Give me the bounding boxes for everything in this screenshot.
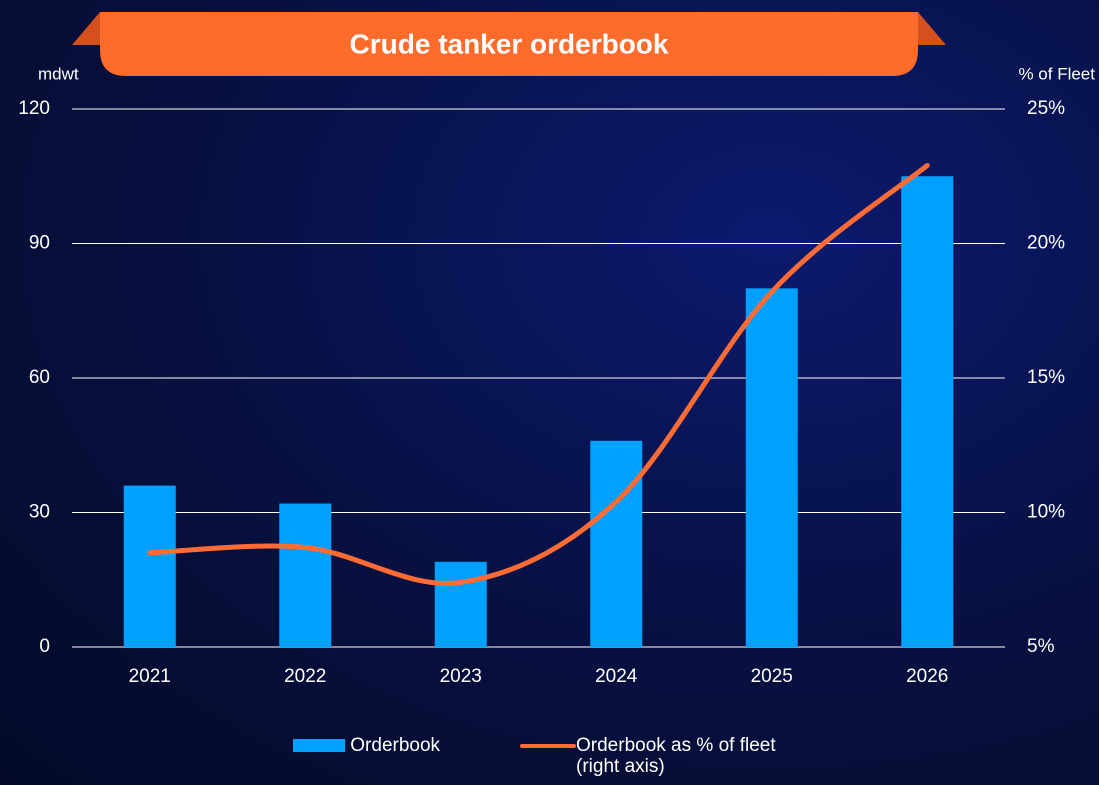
- line: [147, 162, 930, 586]
- y-axis-label: mdwt: [38, 64, 79, 83]
- bar: [279, 503, 332, 647]
- legend-label: Orderbook: [350, 735, 441, 756]
- y2-tick-label: 5%: [1027, 636, 1055, 657]
- y2-tick-label: 15%: [1027, 367, 1065, 388]
- legend-swatch: [520, 744, 576, 748]
- x-tick-label: 2022: [284, 666, 326, 687]
- x-tick-label: 2025: [751, 666, 793, 687]
- legend-swatch: [293, 739, 345, 753]
- chart-title: Crude tanker orderbook: [350, 28, 669, 59]
- y2-tick-label: 25%: [1027, 98, 1065, 119]
- legend-item: Orderbook as % of fleet (right axis): [520, 735, 781, 777]
- y-tick-label: 0: [39, 636, 50, 657]
- y2-tick-label: 20%: [1027, 233, 1065, 254]
- y-tick-label: 90: [29, 233, 50, 254]
- y2-tick-label: 10%: [1027, 502, 1065, 523]
- x-tick-label: 2026: [906, 666, 948, 687]
- bar: [590, 440, 643, 647]
- title-banner: [100, 12, 918, 76]
- bar: [745, 288, 798, 647]
- legend-label: Orderbook as % of fleet (right axis): [576, 735, 776, 777]
- banner-fold: [72, 12, 100, 45]
- bar: [123, 485, 176, 647]
- legend-item: Orderbook: [293, 735, 440, 756]
- bar: [901, 176, 954, 647]
- y-tick-label: 120: [18, 98, 50, 119]
- y2-axis-label: % of Fleet: [1018, 64, 1095, 83]
- banner-fold: [918, 12, 946, 45]
- x-tick-label: 2023: [440, 666, 482, 687]
- x-tick-label: 2021: [129, 666, 171, 687]
- y-tick-label: 60: [29, 367, 50, 388]
- bar: [434, 561, 487, 647]
- x-tick-label: 2024: [595, 666, 638, 687]
- y-tick-label: 30: [29, 502, 50, 523]
